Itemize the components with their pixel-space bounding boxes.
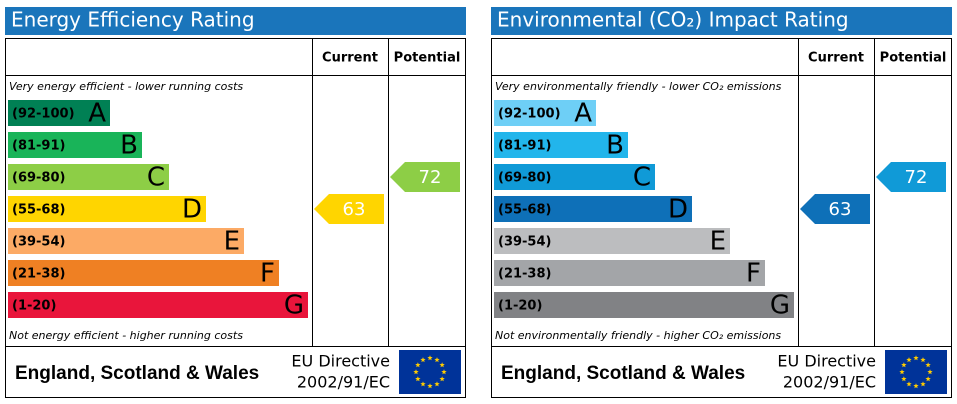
eu-star bbox=[420, 381, 426, 387]
column-header: Current bbox=[808, 51, 864, 66]
band-range: (39-54) bbox=[498, 235, 551, 250]
eu-star bbox=[925, 362, 931, 368]
band-bar bbox=[8, 164, 169, 190]
band-range: (81-91) bbox=[498, 139, 551, 154]
eu-star bbox=[913, 383, 919, 389]
eu-star bbox=[441, 369, 447, 375]
top-note: Very environmentally friendly - lower CO… bbox=[495, 80, 782, 93]
band-letter: D bbox=[668, 195, 688, 225]
eu-star bbox=[413, 369, 419, 375]
eu-star bbox=[901, 362, 907, 368]
eu-star bbox=[415, 362, 421, 368]
title-bar bbox=[491, 7, 952, 35]
rating-value: 72 bbox=[419, 167, 442, 188]
rating-arrow bbox=[390, 162, 460, 192]
eu-star bbox=[906, 357, 912, 363]
rating-panel: Environmental (CO₂) Impact Rating Current… bbox=[491, 7, 952, 398]
top-note: Very energy efficient - lower running co… bbox=[9, 80, 243, 93]
band-range: (1-20) bbox=[12, 299, 56, 314]
eu-star bbox=[899, 369, 905, 375]
band-letter: G bbox=[770, 291, 790, 321]
band-letter: B bbox=[120, 131, 138, 161]
band-letter: B bbox=[606, 131, 624, 161]
band-bar bbox=[494, 260, 765, 286]
footer-code: 2002/91/EC bbox=[783, 373, 876, 392]
band-range: (1-20) bbox=[498, 299, 542, 314]
band-range: (21-38) bbox=[12, 267, 65, 282]
band-range: (92-100) bbox=[498, 107, 561, 122]
band-bar bbox=[494, 164, 655, 190]
eu-star bbox=[901, 376, 907, 382]
band-bar bbox=[8, 228, 244, 254]
rating-value: 63 bbox=[343, 199, 366, 220]
title-bar bbox=[5, 7, 466, 35]
eu-star bbox=[439, 376, 445, 382]
band-bar bbox=[8, 292, 308, 318]
band-bar bbox=[8, 260, 279, 286]
footer-directive: EU Directive bbox=[291, 352, 390, 371]
band-range: (21-38) bbox=[498, 267, 551, 282]
band-bar bbox=[8, 100, 110, 126]
band-range: (69-80) bbox=[12, 171, 65, 186]
band-letter: D bbox=[182, 195, 202, 225]
band-bar bbox=[8, 196, 206, 222]
band-range: (39-54) bbox=[12, 235, 65, 250]
band-bar bbox=[494, 228, 730, 254]
band-range: (55-68) bbox=[12, 203, 65, 218]
column-header: Current bbox=[322, 51, 378, 66]
band-letter: F bbox=[746, 259, 761, 289]
column-header: Potential bbox=[880, 51, 947, 66]
bottom-note: Not energy efficient - higher running co… bbox=[9, 329, 243, 342]
band-bar bbox=[494, 292, 794, 318]
eu-star bbox=[434, 357, 440, 363]
eu-star bbox=[906, 381, 912, 387]
band-range: (69-80) bbox=[498, 171, 551, 186]
band-letter: A bbox=[574, 99, 592, 129]
band-letter: E bbox=[710, 227, 726, 257]
panel-title: Environmental (CO₂) Impact Rating bbox=[497, 8, 849, 32]
footer-code: 2002/91/EC bbox=[297, 373, 390, 392]
band-bar bbox=[494, 132, 628, 158]
eu-star bbox=[434, 381, 440, 387]
footer-region: England, Scotland & Wales bbox=[15, 363, 259, 384]
rating-value: 72 bbox=[905, 167, 928, 188]
eu-star bbox=[913, 355, 919, 361]
band-bar bbox=[494, 100, 596, 126]
eu-star bbox=[427, 383, 433, 389]
band-letter: C bbox=[633, 163, 651, 193]
footer-region: England, Scotland & Wales bbox=[501, 363, 745, 384]
rating-value: 63 bbox=[829, 199, 852, 220]
eu-star bbox=[420, 357, 426, 363]
frame bbox=[5, 38, 466, 398]
band-bar bbox=[8, 132, 142, 158]
footer-directive: EU Directive bbox=[777, 352, 876, 371]
rating-panel: Energy Efficiency Rating Current Potential… bbox=[5, 7, 466, 398]
rating-arrow bbox=[800, 194, 870, 224]
eu-star bbox=[920, 381, 926, 387]
column-header: Potential bbox=[394, 51, 461, 66]
band-letter: C bbox=[147, 163, 165, 193]
eu-star bbox=[927, 369, 933, 375]
eu-star bbox=[920, 357, 926, 363]
panel-title: Energy Efficiency Rating bbox=[11, 8, 255, 32]
rating-arrow bbox=[314, 194, 384, 224]
band-letter: G bbox=[284, 291, 304, 321]
eu-star bbox=[427, 355, 433, 361]
eu-star bbox=[415, 376, 421, 382]
band-letter: F bbox=[260, 259, 275, 289]
band-range: (81-91) bbox=[12, 139, 65, 154]
eu-star bbox=[439, 362, 445, 368]
band-bar bbox=[494, 196, 692, 222]
band-letter: A bbox=[88, 99, 106, 129]
frame bbox=[491, 38, 952, 398]
eu-star bbox=[925, 376, 931, 382]
rating-arrow bbox=[876, 162, 946, 192]
band-letter: E bbox=[224, 227, 240, 257]
band-range: (92-100) bbox=[12, 107, 75, 122]
bottom-note: Not environmentally friendly - higher CO… bbox=[495, 329, 781, 342]
band-range: (55-68) bbox=[498, 203, 551, 218]
